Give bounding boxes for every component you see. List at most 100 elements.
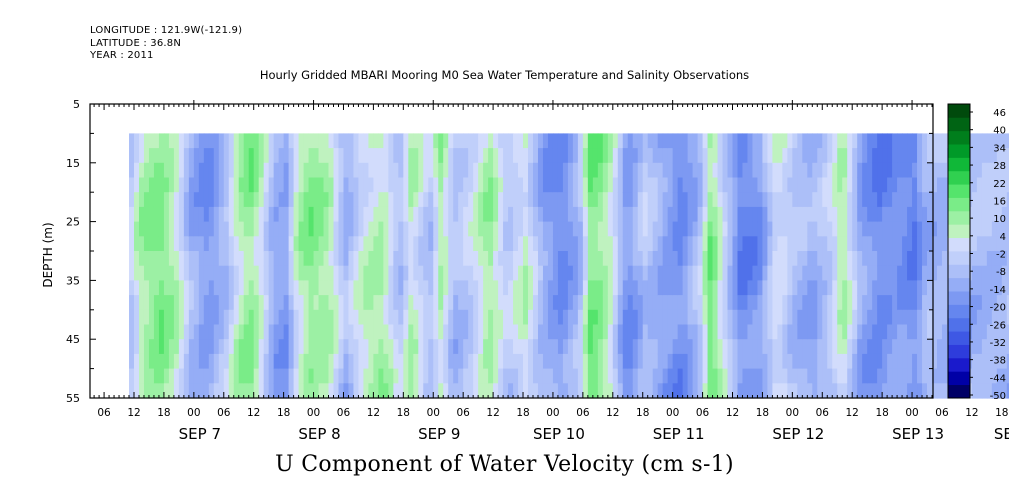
heatmap-cell	[812, 251, 818, 267]
heatmap-cell	[907, 324, 913, 340]
colorbar-swatch	[948, 331, 970, 345]
heatmap-cell	[278, 339, 285, 355]
heatmap-cell	[298, 236, 305, 252]
heatmap-cell	[542, 353, 549, 370]
heatmap-cell	[627, 324, 634, 340]
heatmap-cell	[413, 383, 419, 399]
heatmap-cell	[697, 265, 704, 281]
heatmap-cell	[413, 353, 419, 370]
heatmap-cell	[343, 383, 350, 399]
heatmap-cell	[552, 192, 559, 208]
heatmap-cell	[248, 265, 255, 281]
heatmap-cell	[547, 324, 554, 340]
heatmap-cell	[228, 221, 235, 237]
heatmap-cell	[592, 309, 599, 326]
heatmap-cell	[298, 162, 305, 179]
heatmap-cell	[173, 339, 180, 355]
heatmap-cell	[996, 177, 1003, 193]
heatmap-cell	[672, 295, 679, 311]
heatmap-cell	[892, 236, 898, 252]
heatmap-cell	[338, 339, 345, 355]
heatmap-cell	[433, 177, 439, 193]
heatmap-cell	[198, 383, 205, 399]
heatmap-cell	[273, 339, 280, 355]
heatmap-cell	[233, 251, 240, 267]
heatmap-cell	[802, 177, 808, 193]
heatmap-cell	[143, 177, 150, 193]
heatmap-cell	[483, 383, 489, 399]
heatmap-cell	[757, 251, 764, 267]
heatmap-cell	[173, 383, 180, 399]
heatmap-cell	[213, 206, 220, 223]
heatmap-cell	[762, 206, 769, 223]
heatmap-cell	[722, 221, 729, 237]
x-hour-label: 12	[846, 407, 859, 419]
heatmap-cell	[857, 339, 863, 355]
heatmap-cell	[936, 339, 943, 355]
heatmap-cell	[368, 148, 374, 164]
heatmap-cell	[498, 236, 504, 252]
heatmap-cell	[503, 236, 509, 252]
heatmap-cell	[597, 383, 604, 399]
heatmap-cell	[627, 280, 634, 296]
heatmap-cell	[413, 251, 419, 267]
heatmap-cell	[438, 133, 444, 149]
heatmap-cell	[642, 221, 649, 237]
heatmap-cell	[218, 353, 225, 370]
heatmap-cell	[408, 251, 414, 267]
heatmap-cell	[597, 148, 604, 164]
heatmap-cell	[483, 324, 489, 340]
heatmap-cell	[213, 280, 220, 296]
heatmap-cell	[218, 162, 225, 179]
heatmap-cell	[752, 295, 759, 311]
heatmap-cell	[667, 383, 674, 399]
heatmap-cell	[941, 324, 948, 340]
heatmap-cell	[897, 206, 903, 223]
heatmap-cell	[293, 295, 300, 311]
heatmap-cell	[976, 177, 983, 193]
heatmap-cell	[478, 309, 484, 326]
heatmap-cell	[602, 339, 609, 355]
heatmap-cell	[672, 206, 679, 223]
heatmap-cell	[742, 368, 749, 384]
heatmap-cell	[687, 221, 694, 237]
heatmap-cell	[218, 383, 225, 399]
heatmap-cell	[557, 251, 564, 267]
heatmap-cell	[732, 265, 739, 281]
heatmap-cell	[692, 265, 699, 281]
heatmap-cell	[363, 309, 370, 326]
heatmap-cell	[852, 280, 858, 296]
heatmap-cell	[917, 339, 923, 355]
heatmap-cell	[458, 133, 464, 149]
heatmap-cell	[238, 177, 245, 193]
heatmap-cell	[837, 236, 843, 252]
heatmap-cell	[667, 324, 674, 340]
heatmap-cell	[498, 192, 504, 208]
heatmap-cell	[712, 295, 719, 311]
heatmap-cell	[1001, 177, 1008, 193]
heatmap-cell	[373, 148, 379, 164]
heatmap-cell	[572, 295, 579, 311]
heatmap-cell	[148, 133, 155, 149]
heatmap-cell	[872, 221, 878, 237]
heatmap-cell	[223, 133, 230, 149]
heatmap-cell	[288, 206, 295, 223]
heatmap-cell	[782, 280, 788, 296]
colorbar-swatch	[948, 237, 970, 252]
heatmap-cell	[368, 339, 374, 355]
heatmap-cell	[777, 368, 783, 384]
heatmap-cell	[757, 236, 764, 252]
heatmap-cell	[413, 368, 419, 384]
heatmap-cell	[438, 339, 444, 355]
heatmap-cell	[238, 206, 245, 223]
heatmap-cell	[772, 280, 778, 296]
heatmap-cell	[692, 295, 699, 311]
heatmap-cell	[458, 280, 464, 296]
heatmap-cell	[363, 133, 370, 149]
heatmap-cell	[288, 192, 295, 208]
heatmap-cell	[153, 206, 160, 223]
heatmap-cell	[423, 383, 429, 399]
heatmap-cell	[991, 206, 998, 223]
heatmap-cell	[991, 324, 998, 340]
heatmap-cell	[782, 339, 788, 355]
